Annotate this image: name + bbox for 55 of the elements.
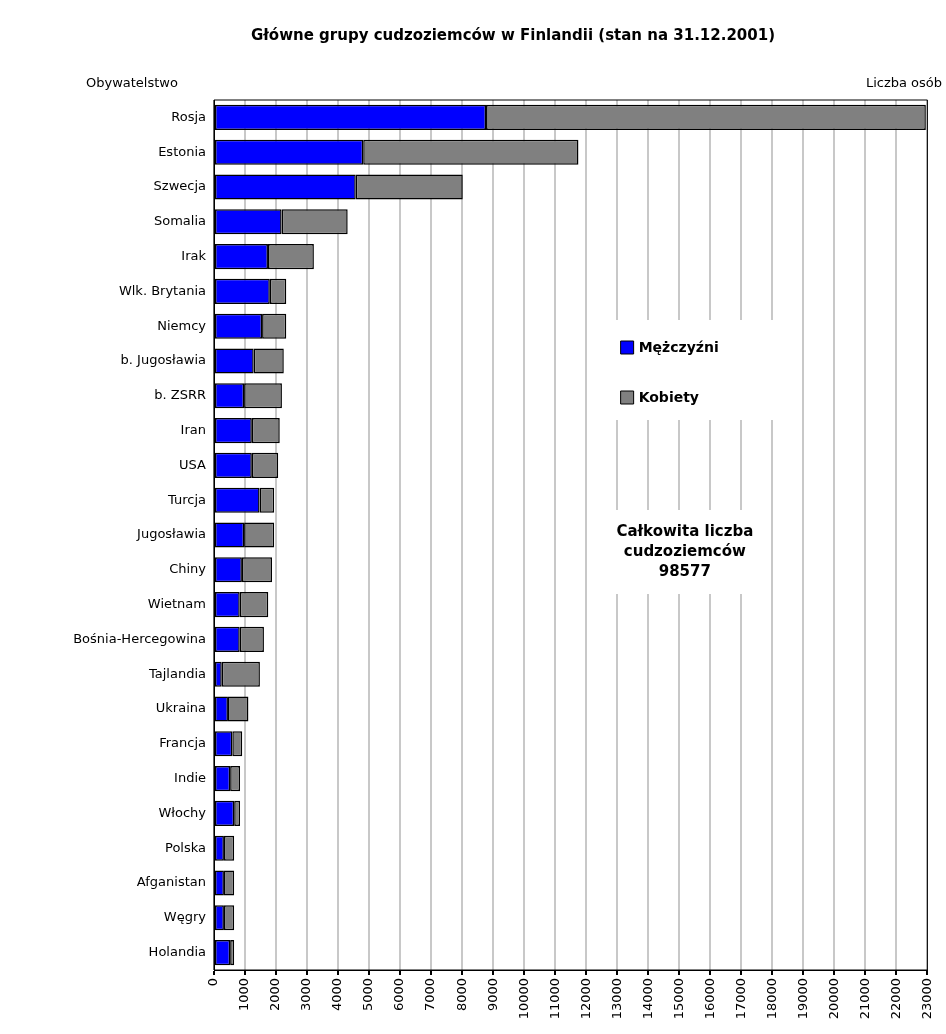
y-tick-label: Estonia — [158, 143, 206, 159]
legend-label: Mężczyźni — [638, 338, 719, 355]
x-tick-label: 14000 — [639, 978, 655, 1020]
x-tick-label: 11000 — [546, 978, 562, 1020]
x-tick-label: 3000 — [298, 978, 314, 1012]
y-tick-label: USA — [179, 456, 207, 472]
x-tick-label: 7000 — [422, 978, 438, 1012]
chart-title: Główne grupy cudzoziemców w Finlandii (stan na 31.12.2001) — [250, 25, 776, 44]
x-tick-label: 20000 — [825, 978, 841, 1020]
y-tick-label: Holandia — [148, 943, 206, 959]
y-tick-label: Bośnia-Hercegowina — [73, 630, 206, 646]
y-tick-label: Szwecja — [153, 178, 206, 194]
legend-label: Kobiety — [638, 388, 699, 405]
x-tick-label: 6000 — [391, 978, 407, 1012]
y-tick-label: b. Jugosławia — [120, 352, 206, 368]
x-tick-label: 4000 — [329, 978, 345, 1012]
x-tick-label: 13000 — [608, 978, 624, 1020]
y-tick-label: Francja — [159, 735, 206, 751]
y-tick-label: Indie — [174, 769, 206, 785]
x-tick-label: 17000 — [732, 978, 748, 1020]
x-axis-title: Liczba osób — [865, 74, 942, 90]
x-tick-label: 23000 — [918, 978, 934, 1020]
x-tick-label: 22000 — [887, 978, 903, 1020]
y-tick-label: Chiny — [169, 561, 207, 577]
y-tick-label: Ukraina — [155, 700, 206, 716]
y-tick-label: Węgry — [163, 909, 207, 925]
x-tick-label: 12000 — [577, 978, 593, 1020]
y-tick-label: Somalia — [153, 213, 206, 229]
y-tick-label: Włochy — [158, 804, 207, 820]
y-tick-label: Tajlandia — [147, 665, 206, 681]
y-tick-label: Wlk. Brytania — [118, 282, 206, 298]
x-tick-label: 21000 — [856, 978, 872, 1020]
x-tick-label: 0 — [205, 978, 221, 987]
y-tick-label: Rosja — [171, 108, 206, 124]
y-tick-label: Jugosławia — [136, 526, 206, 542]
x-tick-label: 18000 — [763, 978, 779, 1020]
y-tick-label: Polska — [165, 839, 206, 855]
y-tick-label: Wietnam — [147, 595, 206, 611]
y-tick-label: Turcja — [167, 491, 206, 507]
x-tick-label: 19000 — [794, 978, 810, 1020]
y-tick-label: Iran — [180, 421, 206, 437]
x-tick-label: 1000 — [236, 978, 252, 1012]
y-tick-label: b. ZSRR — [154, 387, 206, 403]
y-tick-label: Afganistan — [136, 874, 206, 890]
x-tick-label: 5000 — [360, 978, 376, 1012]
x-tick-label: 16000 — [701, 978, 717, 1020]
x-tick-label: 9000 — [484, 978, 500, 1012]
annotation: Całkowita liczba cudzoziemców 98577 — [616, 521, 754, 580]
y-axis-title: Obywatelstwo — [86, 74, 178, 90]
x-tick-label: 15000 — [670, 978, 686, 1020]
x-tick-label: 10000 — [515, 978, 531, 1020]
x-tick-label: 8000 — [453, 978, 469, 1012]
y-tick-label: Irak — [181, 247, 207, 263]
x-tick-label: 2000 — [267, 978, 283, 1012]
y-tick-label: Niemcy — [157, 317, 207, 333]
